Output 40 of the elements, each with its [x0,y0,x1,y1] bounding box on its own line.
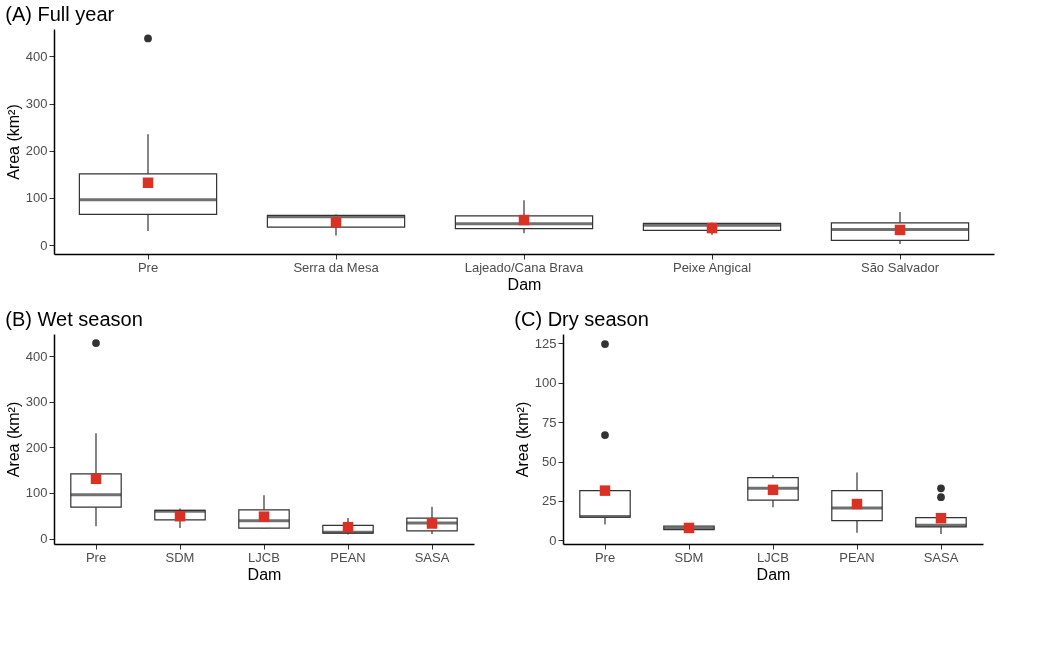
chart-title: (A) Full year [5,3,115,25]
y-tick-label: 400 [25,48,48,64]
y-tick-label: 75 [542,414,557,430]
x-tick-label: SDM [165,549,195,565]
y-tick-label: 200 [25,143,48,159]
x-tick-label: Lajeado/Cana Brava [464,259,585,275]
y-tick-label: 100 [25,485,48,501]
x-tick-label: Peixe Angical [672,259,752,275]
y-axis-title: Area (km²) [513,401,531,478]
x-tick-label: São Salvador [860,259,940,275]
x-axis-title: Dam [756,565,791,583]
y-axis-title: Area (km²) [4,401,22,478]
y-tick-label: 300 [25,96,48,112]
x-tick-label: Pre [137,259,159,275]
chart-title: (B) Wet season [5,308,143,330]
y-tick-label: 0 [40,531,48,547]
y-tick-label: 100 [534,375,557,391]
x-tick-label: LJCB [757,549,789,565]
x-tick-label: SDM [674,549,704,565]
y-tick-label: 50 [542,454,557,470]
x-tick-label: Pre [594,549,616,565]
x-tick-label: Pre [85,549,107,565]
y-axis-title: Area (km²) [4,104,22,180]
y-tick-label: 0 [549,532,557,548]
y-tick-label: 25 [542,493,557,509]
y-tick-label: 400 [25,348,48,364]
x-axis-title: Dam [247,565,282,583]
x-tick-label: PEAN [330,549,366,565]
y-tick-label: 100 [25,190,48,206]
y-tick-label: 300 [25,394,48,410]
x-tick-label: SASA [923,549,959,565]
x-axis-title: Dam [507,275,542,293]
chart-title: (C) Dry season [514,308,649,330]
y-tick-label: 200 [25,439,48,455]
x-tick-label: Serra da Mesa [293,259,380,275]
x-tick-label: SASA [414,549,450,565]
x-tick-label: LJCB [248,549,280,565]
y-tick-label: 0 [40,237,48,253]
y-tick-label: 125 [534,335,557,351]
x-tick-label: PEAN [839,549,875,565]
